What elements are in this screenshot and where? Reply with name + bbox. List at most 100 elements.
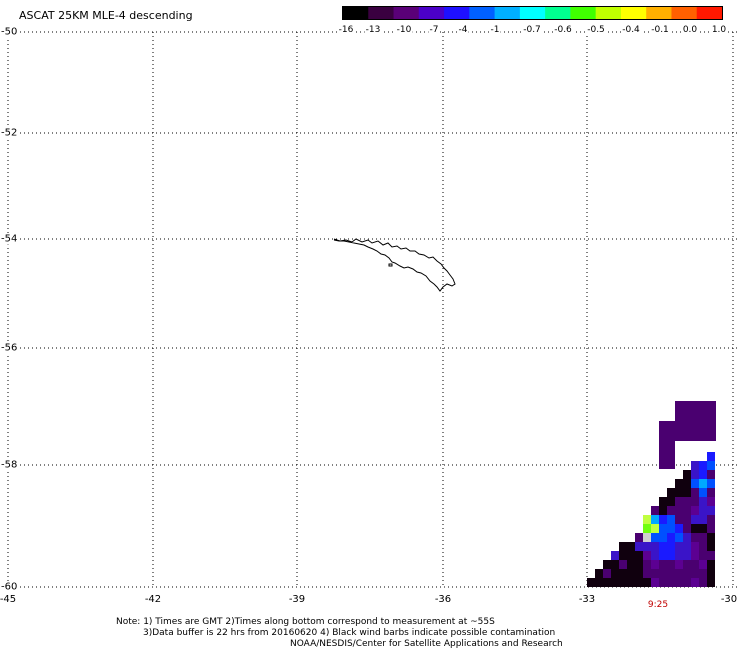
wind-data-cell [619, 569, 627, 578]
wind-data-cell [683, 506, 691, 515]
wind-data-cell [707, 497, 715, 506]
wind-data-cell [643, 542, 651, 551]
wind-data-cell [683, 551, 691, 560]
wind-data-cell [699, 542, 707, 551]
wind-data-cell [675, 560, 683, 569]
wind-data-cell [707, 506, 715, 515]
wind-data-cell [707, 524, 715, 533]
scale-swatch [595, 7, 622, 19]
scale-swatch [494, 7, 521, 19]
wind-data-cells [587, 401, 716, 587]
scale-label: 0.0 [681, 25, 699, 35]
map-title: ASCAT 25KM MLE-4 descending [19, 9, 193, 22]
wind-data-cell [651, 569, 659, 578]
lon-label: -42 [144, 594, 162, 605]
scale-label: 1.0 [710, 25, 728, 35]
wind-data-cell [667, 524, 675, 533]
wind-data-cell [683, 578, 691, 587]
scale-swatch [620, 7, 647, 19]
scale-label: -0.7 [522, 25, 542, 35]
wind-data-cell [635, 542, 643, 551]
wind-data-cell [675, 401, 716, 441]
wind-data-cell [635, 533, 643, 542]
wind-data-cell [683, 560, 691, 569]
wind-data-cell [659, 506, 667, 515]
wind-data-cell [707, 578, 715, 587]
wind-data-cell [699, 506, 707, 515]
wind-data-cell [691, 470, 699, 479]
wind-data-cell [603, 569, 611, 578]
scale-label: -13 [364, 25, 382, 35]
wind-data-cell [707, 470, 715, 479]
wind-data-cell [659, 551, 667, 560]
color-scale-bar [342, 6, 723, 20]
wind-data-cell [707, 560, 715, 569]
scale-label: -10 [395, 25, 413, 35]
wind-data-cell [619, 560, 627, 569]
wind-data-cell [707, 542, 715, 551]
wind-data-cell [667, 497, 675, 506]
scale-swatch [646, 7, 672, 19]
wind-data-cell [651, 560, 659, 569]
wind-data-cell [667, 506, 675, 515]
wind-data-cell [643, 515, 651, 524]
lon-label: -30 [720, 594, 738, 605]
wind-data-cell [675, 524, 683, 533]
wind-data-cell [707, 533, 715, 542]
wind-data-cell [627, 560, 635, 569]
wind-data-cell [699, 470, 707, 479]
wind-data-cell [611, 569, 619, 578]
scale-swatch [444, 7, 470, 19]
wind-data-cell [675, 488, 683, 497]
wind-data-cell [659, 569, 667, 578]
wind-data-cell [619, 551, 627, 560]
lat-label: -58 [1, 459, 19, 471]
wind-data-cell [691, 551, 699, 560]
lat-label: -52 [1, 127, 19, 139]
wind-data-cell [651, 524, 659, 533]
wind-data-cell [627, 569, 635, 578]
scale-swatch [570, 7, 597, 19]
wind-data-cell [699, 479, 707, 488]
pass-time-label: 9:25 [647, 600, 669, 610]
wind-data-cell [691, 560, 699, 569]
note-line-1: Note: 1) Times are GMT 2)Times along bot… [116, 617, 495, 627]
lon-label: -39 [288, 594, 306, 605]
wind-data-cell [707, 461, 715, 470]
wind-data-cell [699, 533, 707, 542]
wind-data-cell [651, 551, 659, 560]
wind-data-cell [635, 569, 643, 578]
wind-data-cell [707, 569, 715, 578]
wind-data-cell [675, 569, 683, 578]
wind-data-cell [595, 569, 603, 578]
wind-data-cell [587, 578, 595, 587]
wind-data-cell [691, 569, 699, 578]
wind-data-cell [699, 551, 707, 560]
wind-data-cell [667, 533, 675, 542]
wind-data-cell [691, 524, 699, 533]
wind-data-cell [707, 488, 715, 497]
wind-data-cell [667, 578, 675, 587]
wind-data-cell [603, 560, 611, 569]
wind-data-cell [691, 515, 699, 524]
wind-data-cell [667, 515, 675, 524]
color-scale-labels: -16 -13 -10 -7 -4 -1 -0.7 -0.6 -0.5 -0.4… [337, 25, 728, 37]
lat-label: -60 [1, 581, 19, 593]
wind-data-cell [643, 551, 651, 560]
wind-data-cell [699, 497, 707, 506]
wind-data-cell [635, 578, 643, 587]
wind-data-cell [659, 524, 667, 533]
wind-data-cell [707, 551, 715, 560]
scale-swatch [368, 7, 395, 19]
wind-data-cell [699, 515, 707, 524]
wind-data-cell [699, 560, 707, 569]
scale-swatch [469, 7, 496, 19]
wind-data-cell [675, 578, 683, 587]
wind-data-cell [651, 578, 659, 587]
wind-data-cell [691, 497, 699, 506]
wind-data-cell [659, 542, 667, 551]
wind-data-cell [651, 542, 659, 551]
wind-data-cell [667, 542, 675, 551]
scale-swatch [545, 7, 571, 19]
wind-data-cell [611, 560, 619, 569]
